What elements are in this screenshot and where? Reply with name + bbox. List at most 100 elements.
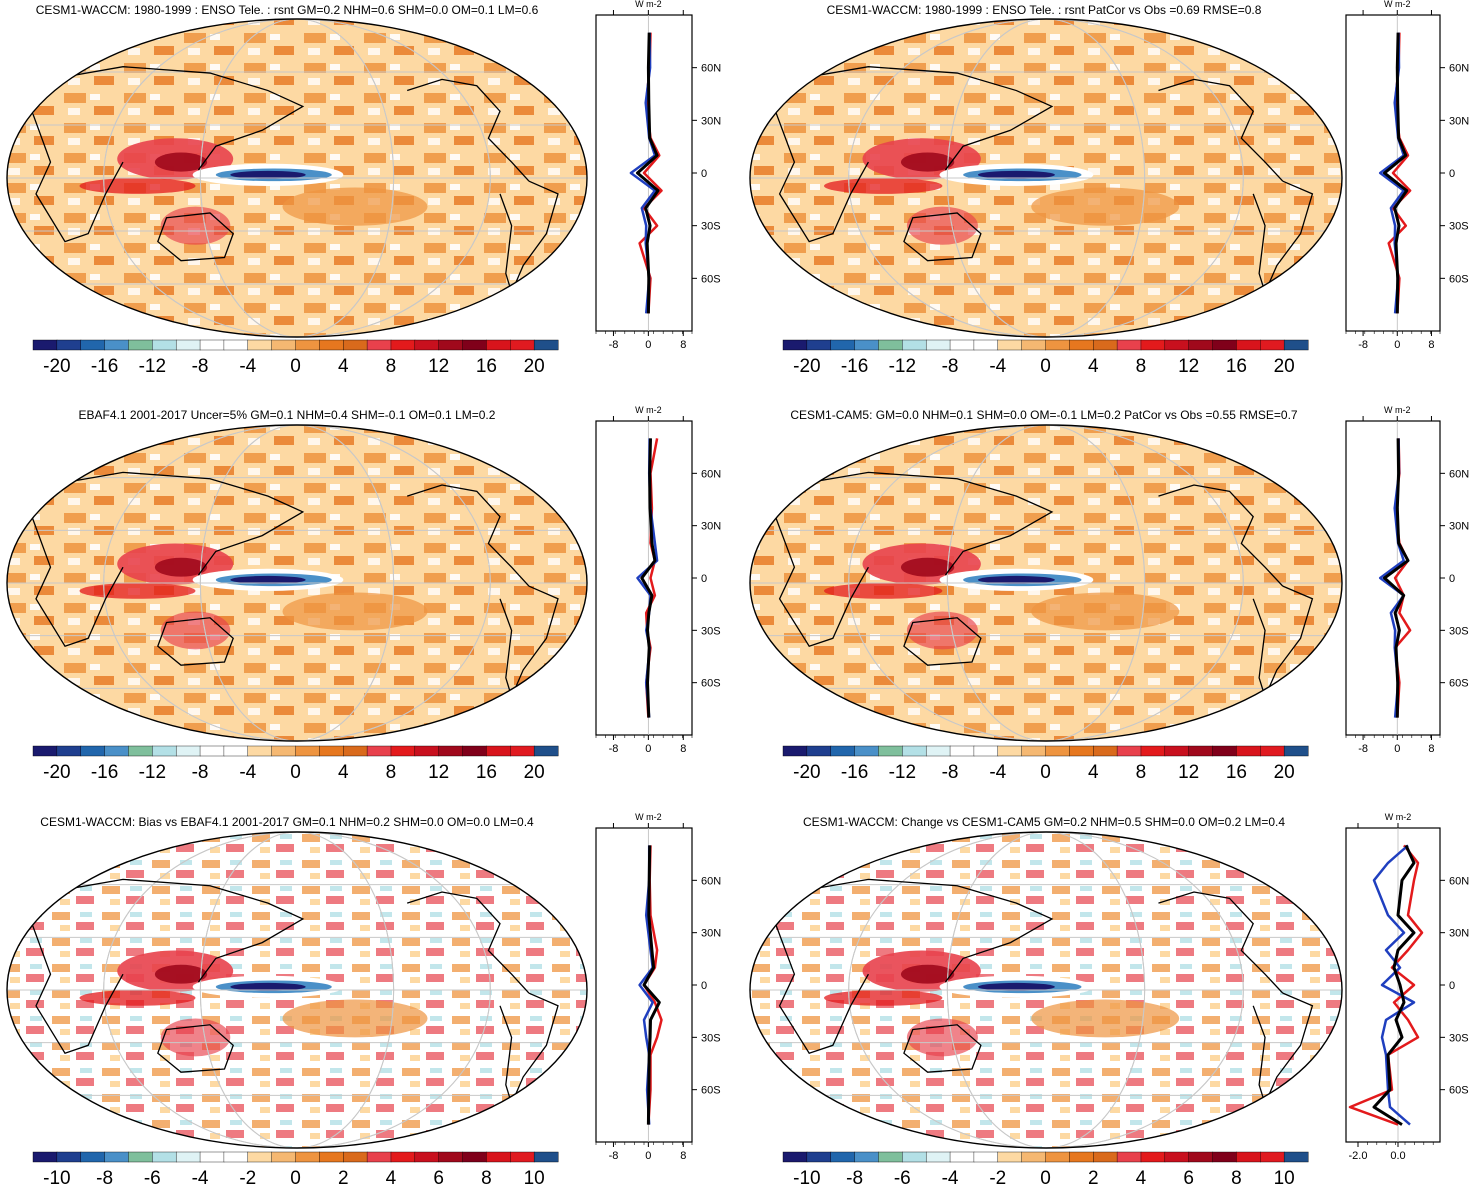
zonal-lat-label: 60S bbox=[1449, 1085, 1469, 1097]
indian-ocean-band bbox=[824, 583, 943, 599]
zonal-lat-label: 30N bbox=[1449, 928, 1469, 940]
africa-coast bbox=[773, 106, 869, 243]
colorbar-swatch bbox=[510, 339, 535, 351]
colorbar-swatch bbox=[1140, 1151, 1166, 1163]
indian-ocean-band bbox=[79, 178, 196, 194]
colorbar-swatch bbox=[80, 745, 106, 757]
zonal-series-obs bbox=[1372, 844, 1416, 1126]
colorbar-label: -16 bbox=[91, 356, 118, 377]
colorbar-swatch bbox=[949, 745, 975, 757]
colorbar-swatch bbox=[854, 745, 879, 757]
zonal-lat-label: 30S bbox=[701, 1032, 721, 1044]
graticule-lon bbox=[848, 832, 1244, 1148]
north-america-coast bbox=[1158, 78, 1284, 182]
colorbar-swatch bbox=[878, 1151, 903, 1163]
zonal-unit-label: W m-2 bbox=[1384, 0, 1411, 9]
colorbar-swatch bbox=[438, 339, 464, 351]
colorbar-label: -2 bbox=[989, 1168, 1006, 1187]
zonal-profile: -8 0 8 60N 30N 0 30S 60S W m-2 bbox=[1345, 0, 1469, 351]
colorbar-label: 12 bbox=[1178, 356, 1199, 377]
colorbar-swatch bbox=[343, 339, 368, 351]
colorbar-swatch bbox=[1188, 745, 1214, 757]
zonal-unit-label: W m-2 bbox=[635, 812, 662, 822]
colorbar-swatch bbox=[1045, 339, 1070, 351]
australia-anomaly bbox=[160, 611, 231, 650]
africa-coast bbox=[773, 511, 869, 647]
colorbar-label: 4 bbox=[386, 1168, 397, 1187]
colorbar-label: -16 bbox=[91, 762, 118, 783]
colorbar-label: -4 bbox=[239, 356, 256, 377]
colorbar-swatch bbox=[343, 745, 368, 757]
colorbar-swatch bbox=[319, 339, 344, 351]
colorbar-swatch bbox=[223, 745, 249, 757]
colorbar-label: -12 bbox=[139, 356, 166, 377]
colorbar-swatch bbox=[1260, 1151, 1285, 1163]
colorbar-swatch bbox=[175, 1151, 201, 1163]
colorbar-label: -8 bbox=[192, 762, 209, 783]
colorbar-swatch bbox=[80, 1151, 106, 1163]
colorbar-swatch bbox=[32, 339, 58, 351]
colorbar-swatch bbox=[199, 1151, 225, 1163]
colorbar-swatch bbox=[414, 745, 440, 757]
colorbar-label: -20 bbox=[793, 356, 820, 377]
zonal-xtick-label: 8 bbox=[1428, 743, 1434, 755]
coastlines bbox=[29, 471, 559, 699]
north-america-coast bbox=[1158, 484, 1284, 587]
colorbar-swatch bbox=[128, 1151, 153, 1163]
graticule bbox=[7, 832, 587, 1148]
colorbar-label: 20 bbox=[524, 762, 545, 783]
colorbar-label: 2 bbox=[1088, 1168, 1099, 1187]
zonal-series-model bbox=[638, 32, 663, 314]
zonal-lat-label: 0 bbox=[1449, 168, 1455, 180]
colorbar-label: -6 bbox=[894, 1168, 911, 1187]
eurasia-coast bbox=[794, 878, 1054, 983]
colorbar-label: 16 bbox=[476, 762, 497, 783]
colorbar-swatch bbox=[949, 339, 975, 351]
panel-3: EBAF4.1 2001-2017 Uncer=5% GM=0.1 NHM=0.… bbox=[6, 405, 721, 783]
colorbar-swatch bbox=[366, 745, 392, 757]
north-america-coast bbox=[407, 891, 530, 994]
colorbar-swatch bbox=[56, 339, 82, 351]
panel-2: CESM1-WACCM: 1980-1999 : ENSO Tele. : rs… bbox=[749, 0, 1469, 377]
colorbar-swatch bbox=[806, 339, 832, 351]
colorbar-swatch bbox=[486, 1151, 511, 1163]
colorbar-swatch bbox=[878, 745, 903, 757]
zonal-lat-label: 0 bbox=[701, 980, 707, 992]
zonal-xtick-label: -8 bbox=[1358, 339, 1368, 351]
colorbar-swatch bbox=[1236, 1151, 1261, 1163]
africa-coast bbox=[29, 511, 124, 647]
colorbar-swatch bbox=[1116, 745, 1142, 757]
colorbar-label: 4 bbox=[338, 356, 349, 377]
south-pacific-anomaly bbox=[282, 999, 428, 1038]
north-america-coast bbox=[1158, 891, 1284, 994]
colorbar-label: 4 bbox=[1136, 1168, 1147, 1187]
colorbar: -10 -8 -6 -4 -2 0 2 4 6 8 10 bbox=[782, 1151, 1309, 1187]
colorbar-label: -12 bbox=[139, 762, 166, 783]
colorbar-label: -10 bbox=[793, 1168, 820, 1187]
graticule-lon bbox=[103, 832, 491, 1148]
zonal-lat-label: 60S bbox=[701, 1085, 721, 1097]
zonal-unit-label: W m-2 bbox=[635, 405, 662, 415]
indian-ocean-band bbox=[79, 990, 196, 1006]
south-america-coast bbox=[1252, 585, 1314, 699]
map-field bbox=[7, 832, 587, 1148]
graticule-lon bbox=[199, 425, 395, 741]
zonal-lat-label: 30S bbox=[1449, 625, 1469, 637]
graticule-lon bbox=[946, 19, 1146, 337]
colorbar-swatch bbox=[1212, 339, 1237, 351]
eurasia-coast bbox=[50, 878, 305, 983]
colorbar-label: 12 bbox=[1178, 762, 1199, 783]
south-pacific-anomaly bbox=[1031, 999, 1180, 1038]
colorbar-swatch bbox=[1093, 745, 1118, 757]
eurasia-coast bbox=[50, 66, 305, 171]
colorbar-swatch bbox=[199, 339, 225, 351]
colorbar-swatch bbox=[1283, 1151, 1309, 1163]
colorbar-swatch bbox=[782, 745, 808, 757]
coastlines bbox=[773, 878, 1314, 1106]
australia-anomaly bbox=[160, 206, 231, 245]
colorbar-swatch bbox=[1188, 1151, 1214, 1163]
panel-6: CESM1-WACCM: Change vs CESM1-CAM5 GM=0.2… bbox=[749, 812, 1469, 1187]
zonal-lat-label: 60N bbox=[701, 468, 721, 480]
australia-coast bbox=[903, 1024, 982, 1073]
zonal-xtick-label: 0 bbox=[645, 1150, 651, 1162]
